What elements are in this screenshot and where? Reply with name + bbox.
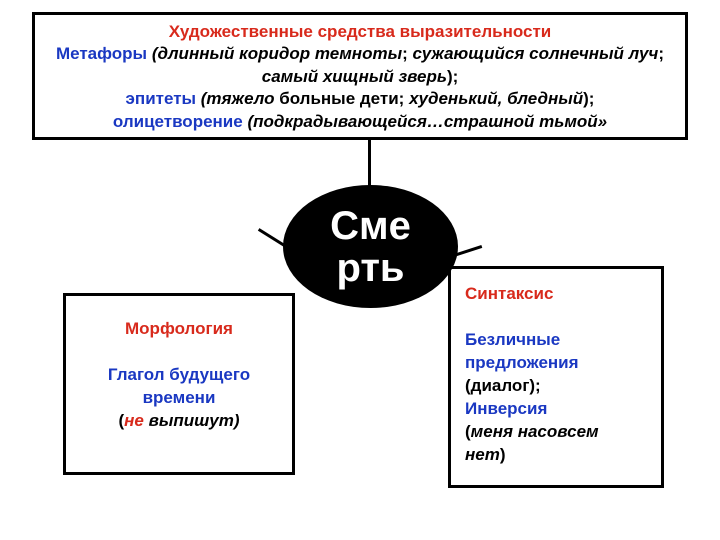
right-l2b: предложения: [465, 353, 579, 372]
top-l5-it: (подкрадывающейся…страшной тьмой»: [247, 112, 607, 131]
top-l2-end: ;: [658, 44, 664, 63]
left-l4-red: не: [124, 411, 148, 430]
right-box: Синтаксис Безличные предложения (диалог)…: [448, 266, 664, 488]
right-l4: Инверсия: [465, 399, 547, 418]
top-l3-it: самый хищный зверь: [262, 67, 447, 86]
right-l6-close: ): [500, 445, 506, 464]
right-l5-it: меня насовсем: [471, 422, 599, 441]
center-text: Сме рть: [330, 205, 411, 289]
top-title: Художественные средства выразительности: [169, 22, 552, 41]
right-l3: (диалог);: [465, 376, 541, 395]
top-box: Художественные средства выразительности …: [32, 12, 688, 140]
top-l4-plain: больные дети;: [279, 89, 409, 108]
top-l4-label: эпитеты: [126, 89, 201, 108]
center-node: Сме рть: [283, 185, 458, 308]
top-l4-it1: (тяжело: [201, 89, 279, 108]
top-l2-it1: (длинный коридор темноты: [152, 44, 402, 63]
left-box: Морфология Глагол будущего времени (не в…: [63, 293, 295, 475]
right-l2a: Безличные: [465, 330, 560, 349]
top-l2-it2: сужающийся солнечный луч: [412, 44, 658, 63]
top-l2-after: ;: [402, 44, 412, 63]
right-title: Синтаксис: [465, 284, 553, 303]
left-l2: Глагол будущего: [108, 365, 250, 384]
left-title: Морфология: [125, 319, 233, 338]
left-l3: времени: [143, 388, 216, 407]
top-l3-after: );: [447, 67, 458, 86]
left-l4-it: выпишут): [149, 411, 240, 430]
top-l5-label: олицетворение: [113, 112, 248, 131]
right-l6-it: нет: [465, 445, 500, 464]
top-l4-after: );: [583, 89, 594, 108]
top-l2-label: Метафоры: [56, 44, 152, 63]
top-l4-it2: худенький, бледный: [409, 89, 583, 108]
